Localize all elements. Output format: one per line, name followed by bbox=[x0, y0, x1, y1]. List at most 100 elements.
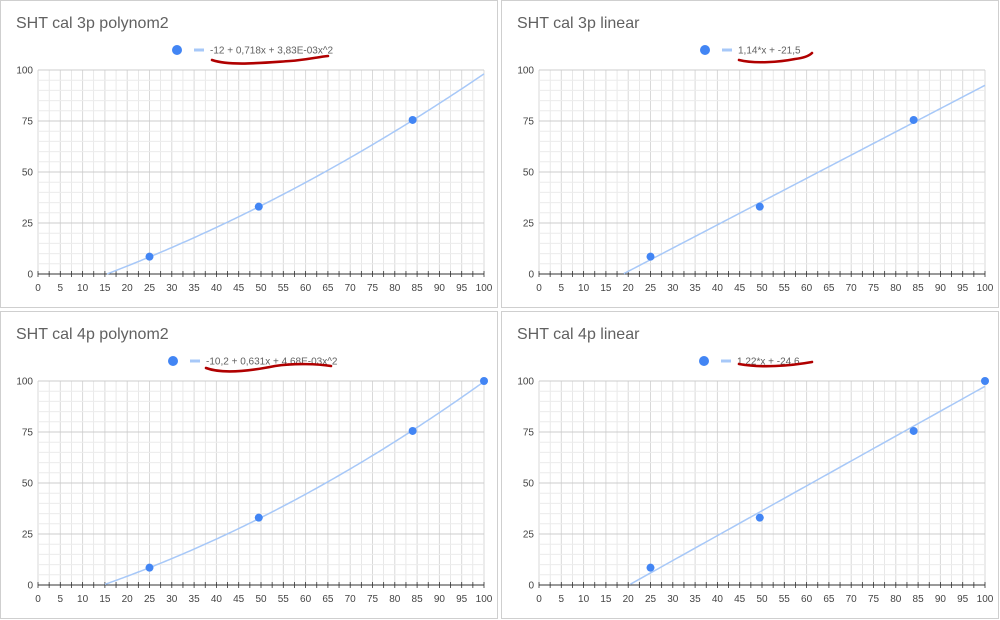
x-tick-label: 45 bbox=[233, 594, 245, 605]
y-tick-label: 25 bbox=[523, 219, 535, 230]
x-tick-label: 80 bbox=[890, 594, 902, 605]
chart-panel-3p-polynom2: SHT cal 3p polynom2 0 5 10 15 20 25 30 35 40 45 50… bbox=[0, 0, 498, 308]
x-tick-label: 50 bbox=[756, 594, 768, 605]
y-tick-label: 50 bbox=[22, 168, 34, 179]
x-tick-label: 95 bbox=[957, 283, 969, 294]
trendline bbox=[104, 381, 485, 586]
x-tick-label: 25 bbox=[144, 594, 156, 605]
x-tick-label: 70 bbox=[846, 594, 858, 605]
chart-title: SHT cal 4p linear bbox=[517, 326, 640, 343]
data-point bbox=[646, 252, 655, 261]
x-tick-label: 100 bbox=[977, 594, 994, 605]
x-tick-label: 30 bbox=[166, 594, 178, 605]
x-tick-label: 5 bbox=[58, 594, 64, 605]
x-tick-label: 35 bbox=[189, 594, 201, 605]
x-tick-label: 75 bbox=[868, 594, 880, 605]
x-tick-label: 85 bbox=[913, 594, 925, 605]
x-tick-label: 40 bbox=[712, 283, 724, 294]
x-tick-label: 55 bbox=[278, 283, 290, 294]
data-point bbox=[408, 426, 417, 435]
y-tick-label: 25 bbox=[22, 219, 34, 230]
x-tick-label: 90 bbox=[935, 283, 947, 294]
y-tick-label: 25 bbox=[523, 530, 535, 541]
x-tick-label: 55 bbox=[278, 594, 290, 605]
x-tick-label: 100 bbox=[476, 283, 493, 294]
y-tick-label: 75 bbox=[22, 117, 34, 128]
data-point bbox=[254, 513, 263, 522]
data-point bbox=[145, 563, 154, 572]
y-tick-label: 100 bbox=[16, 377, 33, 388]
x-tick-label: 95 bbox=[456, 283, 468, 294]
data-point bbox=[909, 426, 918, 435]
x-tick-label: 35 bbox=[189, 283, 201, 294]
x-tick-label: 10 bbox=[578, 283, 590, 294]
x-tick-label: 10 bbox=[77, 594, 89, 605]
x-tick-label: 5 bbox=[559, 594, 565, 605]
legend-label: 1,22*x + -24,6 bbox=[737, 357, 800, 368]
trendline bbox=[630, 385, 986, 585]
chart-svg: 0 5 10 15 20 25 30 35 40 45 50 55 60 65 70 75 80 85 90 95 10… bbox=[517, 45, 994, 294]
x-tick-label: 0 bbox=[536, 283, 542, 294]
x-tick-label: 85 bbox=[412, 283, 424, 294]
chart-title: SHT cal 3p linear bbox=[517, 15, 640, 32]
y-tick-label: 50 bbox=[523, 479, 535, 490]
x-tick-label: 80 bbox=[890, 283, 902, 294]
x-tick-label: 15 bbox=[99, 283, 111, 294]
chart-panel-4p-linear: SHT cal 4p linear 0 5 10 15 20 25 30 35 40 45 50 55… bbox=[501, 311, 999, 619]
x-tick-label: 70 bbox=[345, 594, 357, 605]
data-point bbox=[254, 202, 263, 211]
x-tick-label: 15 bbox=[600, 594, 612, 605]
x-tick-label: 10 bbox=[578, 594, 590, 605]
x-tick-label: 65 bbox=[322, 594, 334, 605]
x-tick-label: 25 bbox=[645, 283, 657, 294]
x-tick-label: 20 bbox=[623, 283, 635, 294]
x-tick-label: 75 bbox=[367, 594, 379, 605]
data-point bbox=[755, 513, 764, 522]
legend-label: 1,14*x + -21,5 bbox=[738, 46, 801, 57]
x-tick-label: 75 bbox=[367, 283, 379, 294]
x-tick-label: 80 bbox=[389, 283, 401, 294]
x-tick-label: 0 bbox=[536, 594, 542, 605]
legend-marker-points bbox=[699, 356, 709, 366]
chart-panel-3p-linear: SHT cal 3p linear 0 5 10 15 20 25 30 35 40 45 50 55… bbox=[501, 0, 999, 308]
x-tick-label: 45 bbox=[233, 283, 245, 294]
x-tick-label: 40 bbox=[211, 594, 223, 605]
y-tick-label: 100 bbox=[517, 377, 534, 388]
chart-svg: 0 5 10 15 20 25 30 35 40 45 50 55 60 65 70 75 80 85 90 95 10… bbox=[16, 45, 493, 294]
legend-label: -10,2 + 0,631x + 4,68E-03x^2 bbox=[206, 357, 338, 368]
x-tick-label: 20 bbox=[122, 283, 134, 294]
x-tick-label: 5 bbox=[559, 283, 565, 294]
y-tick-label: 75 bbox=[22, 428, 34, 439]
x-tick-label: 15 bbox=[99, 594, 111, 605]
data-point bbox=[408, 115, 417, 124]
x-tick-label: 30 bbox=[667, 283, 679, 294]
x-tick-label: 90 bbox=[935, 594, 947, 605]
x-tick-label: 70 bbox=[846, 283, 858, 294]
x-tick-label: 15 bbox=[600, 283, 612, 294]
x-tick-label: 35 bbox=[690, 594, 702, 605]
x-tick-label: 20 bbox=[122, 594, 134, 605]
legend-label: -12 + 0,718x + 3,83E-03x^2 bbox=[210, 46, 334, 57]
y-tick-label: 75 bbox=[523, 428, 535, 439]
data-point bbox=[145, 252, 154, 261]
y-tick-label: 50 bbox=[523, 168, 535, 179]
chart-panel-4p-polynom2: SHT cal 4p polynom2 0 5 10 15 20 25 30 35 40 45 50… bbox=[0, 311, 498, 619]
x-tick-label: 60 bbox=[801, 283, 813, 294]
x-tick-label: 100 bbox=[977, 283, 994, 294]
x-tick-label: 0 bbox=[35, 283, 41, 294]
legend-marker-points bbox=[172, 45, 182, 55]
data-point bbox=[480, 377, 488, 385]
x-tick-label: 50 bbox=[756, 283, 768, 294]
x-tick-label: 60 bbox=[300, 594, 312, 605]
y-tick-label: 25 bbox=[22, 530, 34, 541]
x-tick-label: 25 bbox=[144, 283, 156, 294]
x-tick-label: 65 bbox=[823, 594, 835, 605]
trendline bbox=[623, 84, 986, 275]
x-tick-label: 20 bbox=[623, 594, 635, 605]
x-tick-label: 45 bbox=[734, 283, 746, 294]
chart-title: SHT cal 4p polynom2 bbox=[16, 326, 169, 343]
x-tick-label: 40 bbox=[712, 594, 724, 605]
data-point bbox=[981, 377, 989, 385]
x-tick-label: 90 bbox=[434, 283, 446, 294]
chart-title: SHT cal 3p polynom2 bbox=[16, 15, 169, 32]
